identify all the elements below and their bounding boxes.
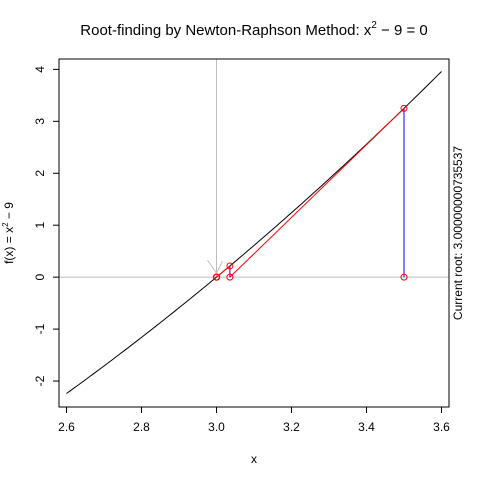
x-axis-label: x xyxy=(251,452,257,466)
x-tick-label: 3.6 xyxy=(433,420,450,434)
function-curve xyxy=(66,71,442,394)
y-axis-label-tail: − 9 xyxy=(2,202,16,223)
function-value-point-2 xyxy=(226,262,234,270)
y-tick-label: -1 xyxy=(33,323,47,334)
tangent-line-1 xyxy=(229,107,405,278)
current-root-arrow xyxy=(207,259,223,275)
current-root-text: Current root: 3.00000000735537 xyxy=(451,146,465,320)
y-tick-label: 0 xyxy=(33,273,47,280)
y-tick-label: -2 xyxy=(33,375,47,386)
plot-area: 2.6 2.8 3.0 3.2 3.4 3.6 -2 -1 0 1 2 3 4 xyxy=(33,58,450,434)
y-tick-label: 4 xyxy=(33,66,47,73)
y-axis-label-superscript: 2 xyxy=(1,222,10,227)
x-tick-label: 3.0 xyxy=(208,420,225,434)
x-tick-label: 3.4 xyxy=(358,420,375,434)
y-axis-label: f(x) = x2 − 9 xyxy=(1,202,16,264)
root-estimate-point-2 xyxy=(226,273,234,281)
root-estimate-point-1 xyxy=(400,273,408,281)
y-axis-label-main: f(x) = x xyxy=(2,227,16,264)
chart-title-main: Root-finding by Newton-Raphson Method: x xyxy=(80,22,371,39)
y-tick-label: 1 xyxy=(33,222,47,229)
function-value-point-4 xyxy=(213,273,220,281)
y-tick-label: 3 xyxy=(33,118,47,125)
x-tick-label: 3.2 xyxy=(283,420,300,434)
x-tick-label: 2.8 xyxy=(133,420,150,434)
chart-title-tail: − 9 = 0 xyxy=(377,22,428,39)
chart-title-superscript: 2 xyxy=(371,20,377,31)
y-tick-label: 2 xyxy=(33,170,47,177)
function-value-point-1 xyxy=(400,104,408,112)
chart-title: Root-finding by Newton-Raphson Method: x… xyxy=(80,20,427,39)
x-tick-label: 2.6 xyxy=(58,420,75,434)
plot-frame xyxy=(58,58,450,408)
